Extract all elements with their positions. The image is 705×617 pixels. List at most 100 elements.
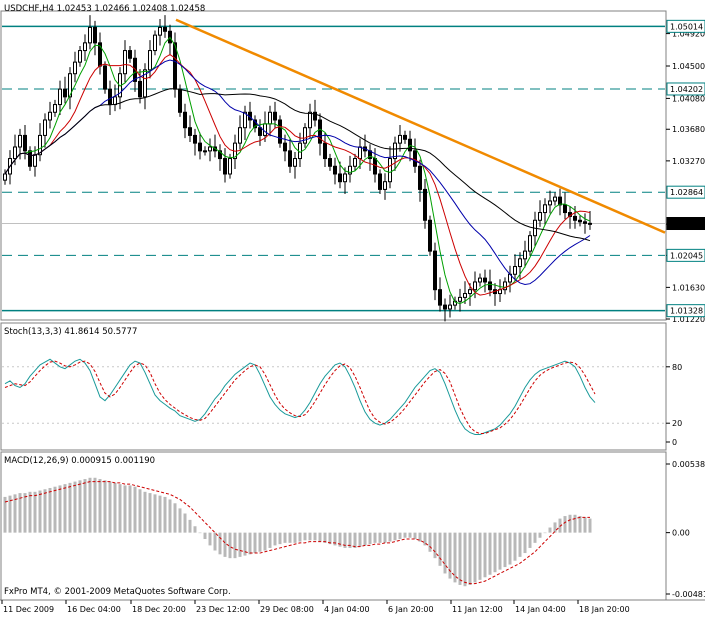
- candle: [88, 15, 92, 50]
- price-badge-label: 1.04202: [670, 85, 703, 94]
- x-tick-label: 14 Jan 04:00: [515, 605, 566, 614]
- candle: [353, 153, 357, 171]
- macd-bar: [208, 532, 212, 546]
- candle: [153, 30, 157, 56]
- candle: [218, 144, 222, 171]
- candle: [413, 138, 417, 173]
- macd-bar: [148, 493, 152, 533]
- candle: [383, 173, 387, 200]
- price-panel: [2, 15, 666, 322]
- symbol-header: USDCHF,H4 1.02453 1.02466 1.02408 1.0245…: [4, 4, 205, 14]
- macd-bar: [528, 532, 532, 548]
- macd-bar: [233, 532, 237, 559]
- candle: [398, 125, 402, 152]
- macd-bar: [353, 532, 357, 548]
- macd-bar: [343, 532, 347, 548]
- x-tick-label: 16 Dec 04:00: [67, 605, 121, 614]
- macd-bar: [183, 513, 187, 533]
- candle: [278, 115, 282, 148]
- x-tick-label: 18 Dec 20:00: [132, 605, 186, 614]
- candle: [188, 115, 192, 142]
- candle: [193, 128, 197, 156]
- stoch-signal-line: [4, 360, 596, 435]
- macd-bar: [38, 490, 42, 533]
- candle: [308, 103, 312, 139]
- candle: [583, 213, 587, 234]
- candle: [208, 138, 212, 162]
- price-badge-label: 1.02458: [670, 220, 703, 229]
- candle: [563, 192, 567, 220]
- candle: [93, 20, 97, 56]
- candle: [243, 105, 247, 141]
- stoch-header: Stoch(13,3,3) 41.8614 50.5777: [4, 327, 137, 337]
- trendline[interactable]: [175, 18, 666, 234]
- macd-bar: [313, 532, 317, 541]
- candle: [473, 271, 477, 299]
- price-badge: [666, 217, 705, 231]
- macd-bar: [578, 516, 582, 533]
- candle: [483, 269, 487, 293]
- macd-bar: [78, 480, 82, 533]
- candle: [203, 146, 207, 156]
- macd-header: MACD(12,26,9) 0.000915 0.001190: [4, 456, 155, 466]
- candle: [478, 273, 482, 287]
- candle: [348, 155, 352, 183]
- candle: [578, 215, 582, 227]
- macd-bar: [213, 532, 217, 551]
- macd-bar: [23, 493, 27, 533]
- price-badge: [666, 19, 705, 33]
- macd-bar: [98, 479, 102, 533]
- price-tick-label: 1.04500: [672, 62, 705, 71]
- candle: [328, 153, 332, 171]
- price-tick-label: 1.03270: [672, 157, 705, 166]
- macd-bar: [538, 532, 542, 538]
- macd-bar: [413, 532, 417, 540]
- macd-bar: [583, 517, 587, 533]
- ma-fast-line: [4, 36, 591, 305]
- x-tick-label: 11 Dec 2009: [3, 605, 54, 614]
- macd-bar: [548, 527, 552, 533]
- candle: [553, 192, 557, 206]
- macd-bar: [63, 484, 67, 533]
- macd-bar: [218, 532, 222, 555]
- candle: [103, 61, 107, 94]
- stoch-main-line: [4, 358, 596, 435]
- macd-bar: [518, 532, 522, 557]
- price-badge: [666, 82, 705, 96]
- candle: [198, 132, 202, 160]
- candle: [513, 254, 517, 281]
- macd-bar: [493, 532, 497, 573]
- macd-bar: [573, 514, 577, 533]
- macd-bar: [243, 532, 247, 556]
- candle: [288, 138, 292, 173]
- candle: [78, 45, 82, 67]
- macd-bar: [418, 532, 422, 542]
- macd-bar: [488, 532, 492, 575]
- macd-bar: [158, 495, 162, 533]
- macd-bar: [173, 503, 177, 533]
- macd-bar: [358, 532, 362, 547]
- macd-bar: [223, 532, 227, 557]
- ma-mid-line: [4, 53, 591, 296]
- macd-bar: [403, 532, 407, 538]
- macd-bar: [323, 532, 327, 543]
- macd-bar: [458, 532, 462, 585]
- macd-bar: [498, 532, 502, 570]
- candle: [53, 99, 57, 117]
- ma-long-line: [4, 88, 591, 242]
- candle: [458, 288, 462, 312]
- candle: [403, 130, 407, 144]
- candle: [128, 45, 132, 63]
- candle: [158, 18, 162, 46]
- candle: [38, 123, 42, 162]
- macd-bar: [443, 532, 447, 574]
- price-panel-frame: [0, 10, 667, 321]
- stoch-tick-label: 0: [672, 438, 677, 447]
- macd-bar: [133, 486, 137, 533]
- macd-bar: [93, 477, 97, 533]
- macd-bar: [368, 532, 372, 545]
- macd-bar: [423, 532, 427, 546]
- macd-bar: [328, 532, 332, 545]
- candle: [73, 51, 77, 83]
- price-tick-label: 1.04920: [672, 30, 705, 39]
